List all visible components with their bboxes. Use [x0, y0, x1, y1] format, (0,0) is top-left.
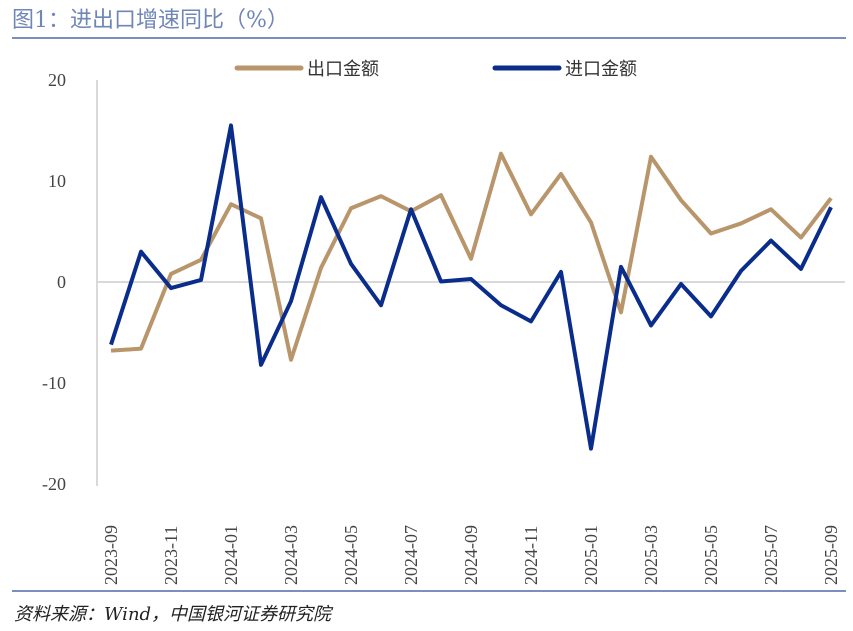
legend-label: 进口金额 [565, 59, 637, 80]
x-tick-label: 2025-01 [581, 525, 601, 585]
source-note: 资料来源：Wind，中国银河证券研究院 [14, 604, 332, 625]
y-tick-label: 0 [57, 272, 66, 292]
y-tick-label: -10 [42, 373, 66, 393]
bottom-rule [12, 590, 846, 592]
y-tick-label: 10 [48, 171, 66, 191]
x-tick-label: 2025-05 [701, 525, 721, 585]
legend-label: 出口金额 [307, 59, 379, 80]
x-tick-label: 2025-09 [821, 525, 841, 585]
x-tick-label: 2023-09 [101, 525, 121, 585]
figure-title: 图1：进出口增速同比（%） [12, 8, 289, 33]
series-line-import [109, 123, 833, 451]
x-tick-label: 2024-11 [521, 526, 541, 585]
y-tick-label: 20 [48, 70, 66, 90]
x-tick-label: 2024-05 [341, 525, 361, 585]
title-rule [12, 37, 846, 39]
x-tick-label: 2025-03 [641, 525, 661, 585]
x-tick-label: 2023-11 [161, 526, 181, 585]
y-tick-label: -20 [42, 474, 66, 494]
x-tick-label: 2024-03 [281, 525, 301, 585]
x-tick-label: 2024-09 [461, 525, 481, 585]
x-tick-label: 2025-07 [761, 525, 781, 585]
x-tick-label: 2024-07 [401, 525, 421, 585]
x-tick-label: 2024-01 [221, 525, 241, 585]
